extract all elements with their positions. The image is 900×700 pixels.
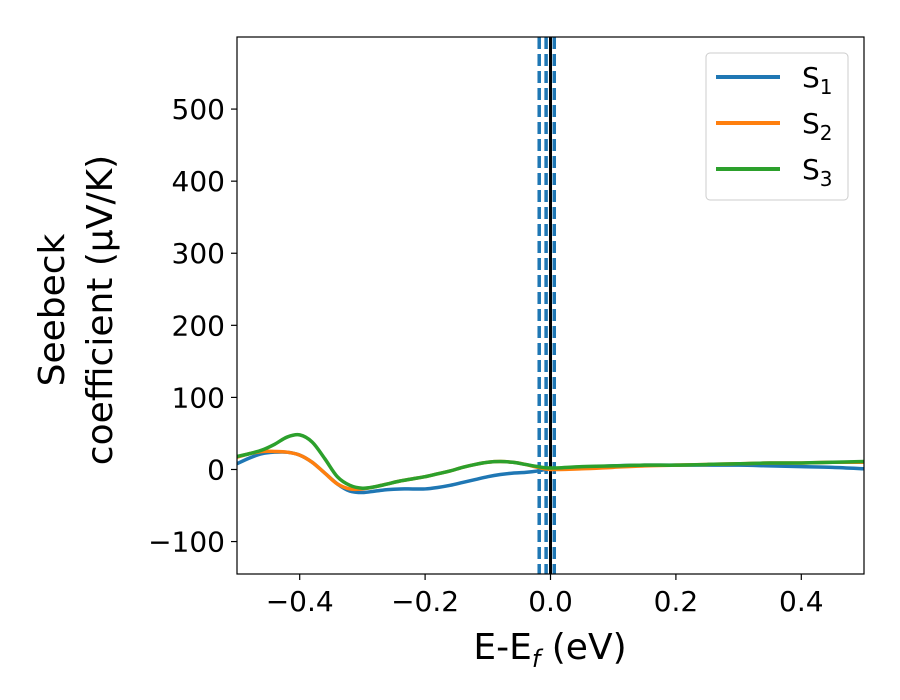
- series-line-s3: [237, 432, 864, 491]
- series-lines: [237, 432, 864, 495]
- y-tick-label: 300: [172, 237, 225, 270]
- y-tick-label: 500: [172, 93, 225, 126]
- y-tick-label: −100: [148, 526, 225, 559]
- x-axis-title: E-Ef (eV): [473, 627, 626, 673]
- reference-lines: [537, 37, 557, 574]
- x-tick-label: −0.4: [266, 585, 334, 618]
- y-tick-label: 100: [172, 381, 225, 414]
- x-tick-label: 0.0: [528, 585, 573, 618]
- y-axis-title-line1: Seebeck: [32, 233, 73, 386]
- x-axis: −0.4 −0.2 0.0 0.2 0.4: [266, 574, 824, 618]
- x-tick-label: 0.2: [654, 585, 699, 618]
- y-axis: −100 0 100 200 300 400 500: [148, 93, 237, 559]
- legend-box: [705, 52, 849, 201]
- legend-label-s2: S2: [802, 107, 833, 145]
- x-tick-label: −0.2: [391, 585, 459, 618]
- y-axis-title-line2: coefficient (μV/K): [80, 155, 121, 465]
- y-tick-label: 400: [172, 165, 225, 198]
- x-tick-label: 0.4: [779, 585, 824, 618]
- legend-label-s1: S1: [802, 61, 833, 99]
- legend: S1 S2 S3: [705, 52, 849, 201]
- legend-label-s3: S3: [802, 153, 833, 191]
- y-tick-label: 0: [207, 453, 225, 486]
- y-tick-label: 200: [172, 309, 225, 342]
